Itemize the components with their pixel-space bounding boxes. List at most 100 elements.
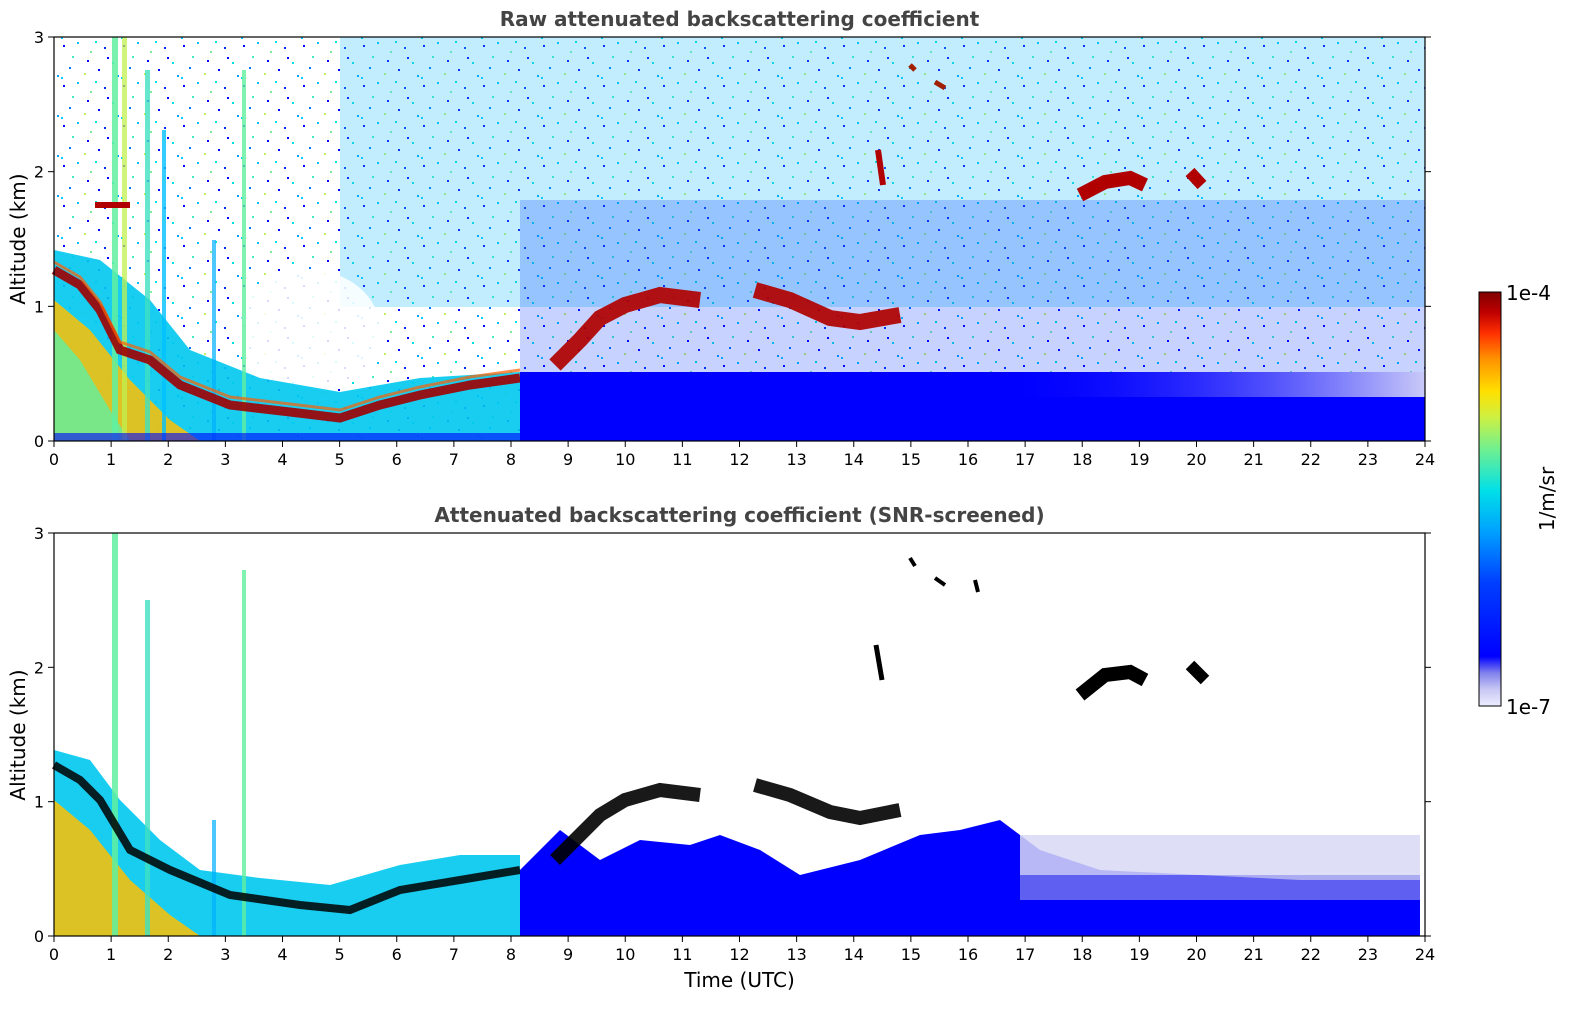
screened-fade xyxy=(1020,835,1420,875)
raw-plume xyxy=(112,37,118,441)
x-tick-label: 14 xyxy=(844,450,864,469)
x-tick-label: 0 xyxy=(49,450,59,469)
screened-cloud xyxy=(873,644,885,681)
raw-cloud xyxy=(908,63,947,91)
screened-bl-top xyxy=(52,761,521,915)
screened-plume xyxy=(145,600,150,936)
raw-bl-top-band-edge xyxy=(53,260,521,412)
screened-fade-mid xyxy=(1020,875,1420,900)
screened-aerosol-core xyxy=(54,800,200,936)
raw-surface-bottom xyxy=(54,433,1425,441)
x-tick-label: 21 xyxy=(1243,450,1263,469)
x-tick-label: 16 xyxy=(958,945,978,964)
raw-plume xyxy=(242,70,246,441)
colorbar: 1e-4 1e-7 1/m/sr xyxy=(1478,281,1559,719)
x-tick-label: 3 xyxy=(220,450,230,469)
screened-cloud xyxy=(753,778,902,826)
x-tick-label: 11 xyxy=(672,450,692,469)
screened-cloud xyxy=(908,556,980,593)
raw-boundary-layer-left xyxy=(54,250,520,441)
raw-cloud xyxy=(875,149,886,186)
x-tick-label: 6 xyxy=(392,450,402,469)
x-tick-label: 24 xyxy=(1415,945,1435,964)
y-tick-label: 3 xyxy=(34,28,44,47)
y-tick-label: 0 xyxy=(34,927,44,946)
x-tick-label: 7 xyxy=(449,945,459,964)
screened-surface-core xyxy=(520,900,1420,936)
x-tick-label: 6 xyxy=(392,945,402,964)
y-tick-label: 2 xyxy=(34,163,44,182)
x-tick-label: 1 xyxy=(106,450,116,469)
x-tick-label: 19 xyxy=(1129,945,1149,964)
panel-screened-ylabel: Altitude (km) xyxy=(6,669,30,800)
x-tick-label: 15 xyxy=(901,945,921,964)
x-tick-label: 22 xyxy=(1301,450,1321,469)
raw-cloud xyxy=(549,286,701,371)
colorbar-unit-label: 1/m/sr xyxy=(1535,466,1559,531)
x-tick-label: 2 xyxy=(163,450,173,469)
x-tick-label: 13 xyxy=(786,945,806,964)
raw-surface-fade xyxy=(1000,372,1425,397)
screened-cloud xyxy=(550,782,701,865)
y-tick-label: 1 xyxy=(34,297,44,316)
x-tick-label: 8 xyxy=(506,450,516,469)
x-tick-label: 7 xyxy=(449,450,459,469)
raw-aerosol-core-2 xyxy=(54,330,130,441)
x-tick-label: 18 xyxy=(1072,945,1092,964)
y-tick-label: 1 xyxy=(34,793,44,812)
colorbar-max-label: 1e-4 xyxy=(1506,281,1551,305)
raw-plume xyxy=(162,130,166,441)
x-tick-label: 12 xyxy=(729,945,749,964)
y-tick-label: 0 xyxy=(34,432,44,451)
panel-screened-xlabel: Time (UTC) xyxy=(683,968,795,992)
x-tick-label: 12 xyxy=(729,450,749,469)
x-tick-label: 20 xyxy=(1186,945,1206,964)
x-tick-label: 0 xyxy=(49,945,59,964)
x-tick-label: 9 xyxy=(563,945,573,964)
panel-screened: 0 1 2 3 4 5 6 7 8 9 10 11 12 13 14 15 16 17 18 19 20 21 22 23 24… xyxy=(6,503,1435,992)
x-tick-label: 3 xyxy=(220,945,230,964)
x-tick-label: 4 xyxy=(277,945,287,964)
raw-plume xyxy=(145,70,150,441)
raw-plume xyxy=(122,37,127,441)
x-tick-label: 22 xyxy=(1301,945,1321,964)
panel-raw-ylabel: Altitude (km) xyxy=(6,173,30,304)
x-tick-label: 14 xyxy=(844,945,864,964)
x-tick-label: 23 xyxy=(1358,450,1378,469)
x-tick-label: 16 xyxy=(958,450,978,469)
x-tick-label: 9 xyxy=(563,450,573,469)
x-tick-label: 8 xyxy=(506,945,516,964)
x-tick-label: 10 xyxy=(615,945,635,964)
screened-plume xyxy=(212,820,216,936)
raw-cloud xyxy=(1076,170,1148,202)
raw-clear-region xyxy=(240,270,380,390)
raw-cloud xyxy=(1185,167,1207,190)
x-tick-label: 17 xyxy=(1015,450,1035,469)
y-tick-label: 2 xyxy=(34,658,44,677)
y-tick-label: 3 xyxy=(34,524,44,543)
x-tick-label: 21 xyxy=(1243,945,1263,964)
x-tick-label: 18 xyxy=(1072,450,1092,469)
x-tick-label: 5 xyxy=(335,945,345,964)
raw-cloud xyxy=(752,282,902,331)
screened-cloud xyxy=(1075,664,1149,701)
screened-cloud xyxy=(1185,660,1210,685)
x-tick-label: 17 xyxy=(1015,945,1035,964)
panel-raw: 0 1 2 3 4 5 6 7 8 9 10 11 12 13 14 15 16 17 18 19 20 21 22 23 24… xyxy=(6,7,1435,469)
raw-bl-top-band xyxy=(51,266,521,423)
x-tick-label: 1 xyxy=(106,945,116,964)
panel-screened-title: Attenuated backscattering coefficient (S… xyxy=(434,503,1044,527)
screened-plume xyxy=(242,570,246,936)
raw-plume xyxy=(212,240,216,441)
panel-raw-title: Raw attenuated backscattering coefficien… xyxy=(500,7,980,31)
x-tick-label: 23 xyxy=(1358,945,1378,964)
x-tick-label: 19 xyxy=(1129,450,1149,469)
colorbar-gradient xyxy=(1478,291,1502,707)
x-tick-label: 11 xyxy=(672,945,692,964)
x-tick-label: 13 xyxy=(786,450,806,469)
x-tick-label: 10 xyxy=(615,450,635,469)
x-tick-label: 15 xyxy=(901,450,921,469)
x-tick-label: 20 xyxy=(1186,450,1206,469)
x-tick-label: 2 xyxy=(163,945,173,964)
